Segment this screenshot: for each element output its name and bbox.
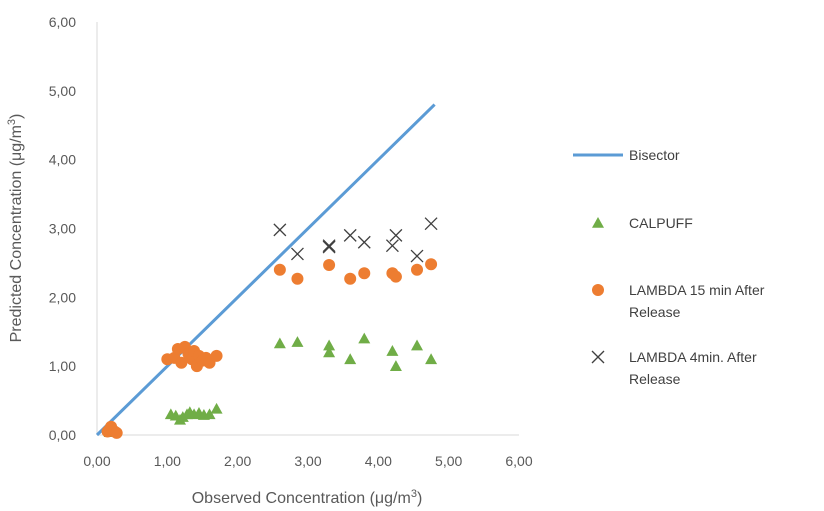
legend-label: Bisector <box>629 147 680 163</box>
legend-item: LAMBDA 4min. After Release <box>591 349 757 387</box>
y-axis-title: Predicted Concentration (μg/m3) <box>6 114 25 343</box>
data-point-circle <box>425 258 438 271</box>
data-point-x-stroke <box>290 247 304 261</box>
x-tick-label: 5,00 <box>435 453 462 469</box>
data-point-x-stroke <box>273 223 287 237</box>
data-point-x-stroke <box>424 217 438 231</box>
data-point-x <box>290 247 304 261</box>
data-point-triangle <box>291 336 304 347</box>
legend-swatch-triangle <box>592 217 604 228</box>
x-axis-title-text: Observed Concentration (μg/m <box>192 490 411 507</box>
x-axis-title: Observed Concentration (μg/m3) <box>192 488 423 507</box>
legend-swatch-x <box>591 350 605 364</box>
x-tick-label: 6,00 <box>505 453 532 469</box>
data-point-triangle <box>389 360 402 371</box>
y-tick-label: 2,00 <box>49 289 76 305</box>
data-point-triangle <box>344 353 357 365</box>
data-point-triangle <box>358 332 371 344</box>
data-point-triangle <box>411 339 424 351</box>
data-point-x-stroke <box>389 228 403 242</box>
legend-label: LAMBDA 15 min After <box>629 282 765 298</box>
data-point-circle <box>273 263 286 276</box>
data-point-triangle <box>323 339 336 351</box>
legend-item: LAMBDA 15 min After Release <box>592 282 765 320</box>
y-axis-title-close: ) <box>8 114 25 119</box>
legend-swatch-x-stroke <box>591 350 605 364</box>
y-tick-label: 3,00 <box>49 221 76 237</box>
data-point-x <box>357 235 371 249</box>
x-tick-label: 3,00 <box>294 453 321 469</box>
legend-label: Release <box>629 304 681 320</box>
data-point-x <box>410 249 424 263</box>
y-tick-label: 6,00 <box>49 14 76 30</box>
data-point-x <box>273 223 287 237</box>
bisector-line <box>95 103 436 437</box>
data-point-x <box>389 228 403 242</box>
x-tick-label: 2,00 <box>224 453 251 469</box>
data-point-circle <box>358 267 371 280</box>
series-line <box>95 103 436 437</box>
y-tick-labels: 0,00 1,00 2,00 3,00 4,00 5,00 6,00 <box>49 14 76 443</box>
series-circle <box>101 258 438 439</box>
data-point-x-stroke <box>322 239 336 253</box>
data-point-triangle <box>203 408 216 420</box>
data-point-x <box>322 239 336 253</box>
data-point-circle <box>175 356 188 369</box>
series-x <box>273 217 438 263</box>
legend-swatch-circle <box>592 284 604 296</box>
data-point-circle <box>110 426 123 439</box>
x-axis-title-superscript: 3 <box>411 488 417 500</box>
legend-label: Release <box>629 371 681 387</box>
legend: Bisector CALPUFF LAMBDA 15 min After Releas… <box>573 147 765 387</box>
axes <box>96 22 519 436</box>
data-point-circle <box>323 258 336 271</box>
data-point-x-stroke <box>385 239 399 253</box>
legend-item: Bisector <box>573 147 680 163</box>
y-tick-label: 5,00 <box>49 83 76 99</box>
x-axis-title-close: ) <box>417 490 422 507</box>
data-point-x-stroke <box>410 249 424 263</box>
data-point-circle <box>389 270 402 283</box>
y-tick-label: 4,00 <box>49 152 76 168</box>
data-point-triangle <box>425 353 438 365</box>
data-point-triangle <box>386 345 399 356</box>
x-tick-label: 1,00 <box>154 453 181 469</box>
data-point-x-stroke <box>343 228 357 242</box>
data-point-x-stroke <box>357 235 371 249</box>
x-tick-label: 4,00 <box>365 453 392 469</box>
y-tick-label: 1,00 <box>49 358 76 374</box>
legend-item: CALPUFF <box>592 215 693 231</box>
data-point-circle <box>344 272 357 285</box>
x-tick-label: 0,00 <box>83 453 110 469</box>
x-tick-labels: 0,00 1,00 2,00 3,00 4,00 5,00 6,00 <box>83 453 532 469</box>
plot-series <box>95 103 438 439</box>
data-point-x <box>385 239 399 253</box>
data-point-triangle <box>210 402 223 414</box>
data-point-circle <box>291 272 304 285</box>
data-point-triangle <box>273 337 286 349</box>
data-point-x <box>424 217 438 231</box>
series-triangle <box>103 332 438 438</box>
data-point-circle <box>411 263 424 276</box>
data-point-x <box>322 240 336 254</box>
y-tick-label: 0,00 <box>49 427 76 443</box>
data-point-circle <box>210 349 223 362</box>
y-axis-title-superscript: 3 <box>6 119 18 125</box>
y-axis-title-text: Predicted Concentration (μg/m <box>8 125 25 342</box>
data-point-triangle <box>323 346 336 358</box>
data-point-x-stroke <box>322 240 336 254</box>
legend-label: LAMBDA 4min. After <box>629 349 757 365</box>
legend-label: CALPUFF <box>629 215 693 231</box>
data-point-x <box>343 228 357 242</box>
